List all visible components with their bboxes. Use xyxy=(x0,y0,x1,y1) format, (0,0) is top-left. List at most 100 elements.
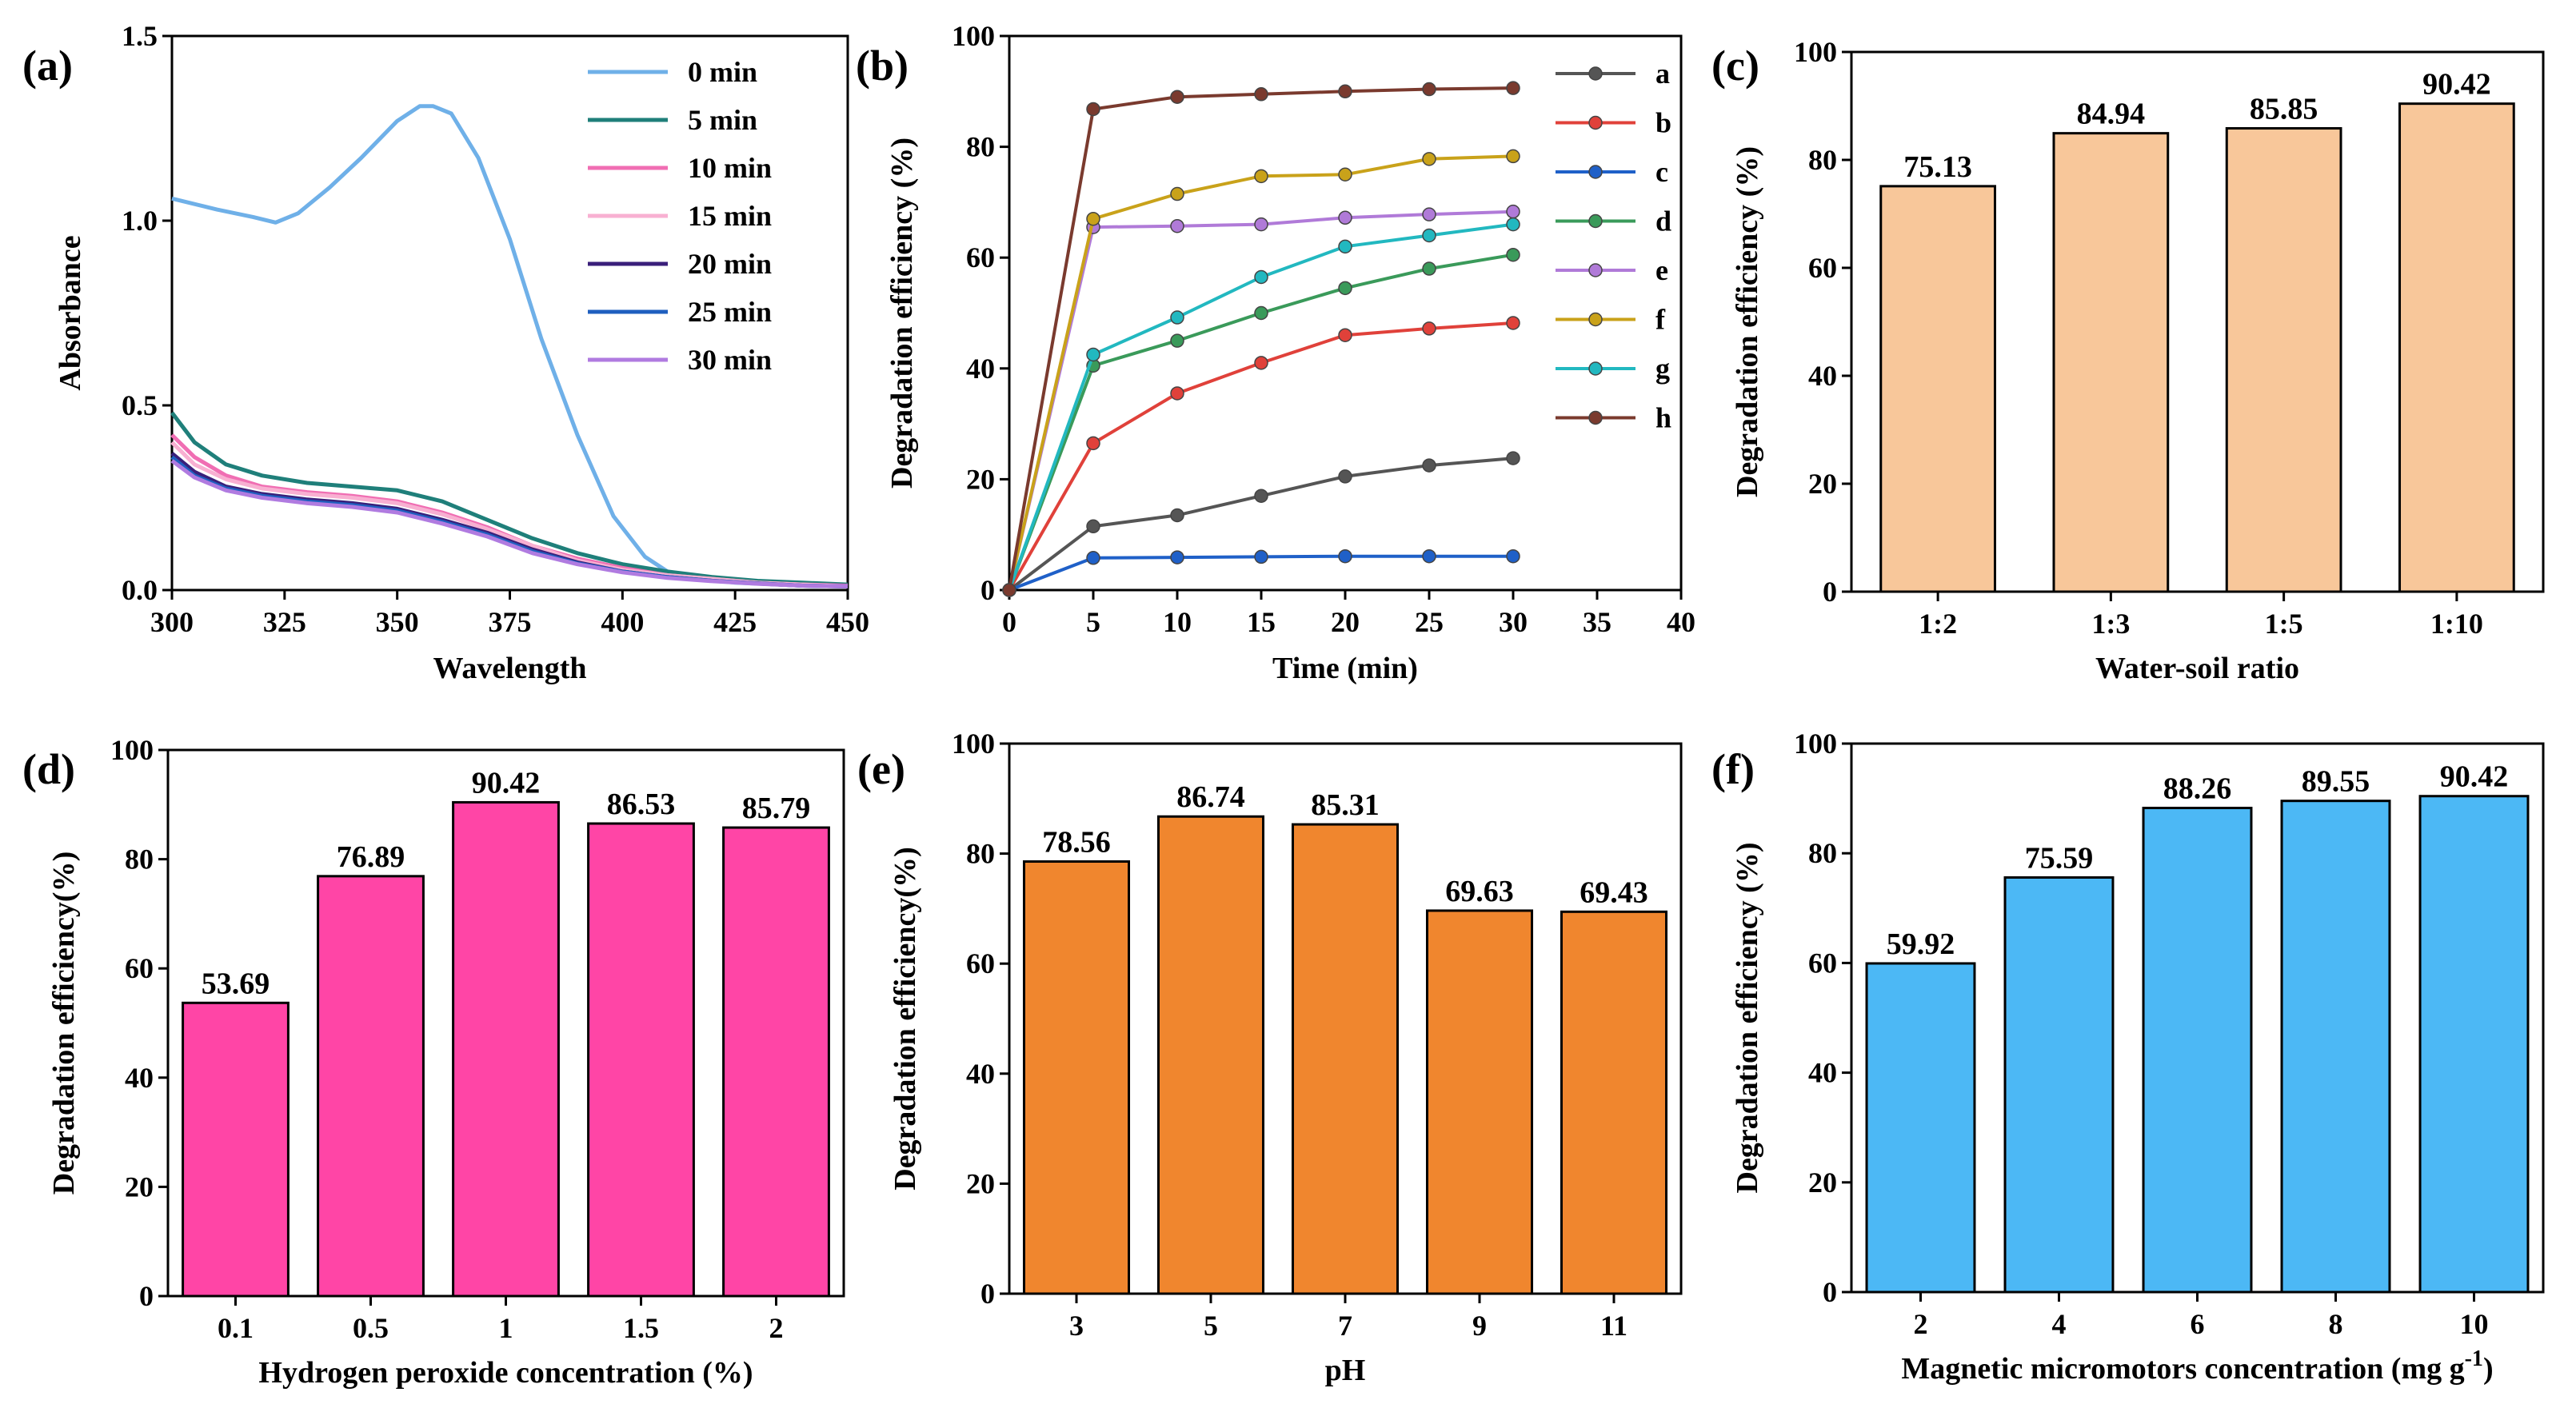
series-line-20-min xyxy=(170,452,849,588)
x-tick-label: 3 xyxy=(1069,1310,1084,1342)
data-point xyxy=(1422,261,1436,276)
data-point xyxy=(1086,436,1100,451)
data-point xyxy=(1254,169,1268,184)
y-tick-label: 100 xyxy=(952,728,995,760)
bar-1_10 xyxy=(2398,102,2515,593)
legend-label: 0 min xyxy=(688,56,757,88)
data-point xyxy=(1506,81,1520,95)
legend: 0 min 5 min 10 min 15 min 20 min 25 min 30 min xyxy=(588,56,772,376)
y-tick-label: 1.5 xyxy=(122,20,158,52)
data-point xyxy=(1338,281,1352,296)
bar-9 xyxy=(1425,909,1534,1295)
data-point xyxy=(1422,207,1436,221)
bar-1 xyxy=(452,800,560,1298)
data-point xyxy=(1338,167,1352,181)
data-point xyxy=(1506,217,1520,232)
x-tick-label: 425 xyxy=(713,606,757,638)
x-tick-label: 0 xyxy=(1002,606,1016,638)
data-point xyxy=(1086,211,1100,226)
legend-marker xyxy=(1588,66,1603,81)
x-tick-label: 5 xyxy=(1086,606,1100,638)
y-tick-label: 100 xyxy=(110,734,154,766)
data-point xyxy=(1338,210,1352,225)
data-point xyxy=(1422,458,1436,473)
x-tick-label: 6 xyxy=(2191,1308,2205,1340)
data-label: 89.55 xyxy=(2302,765,2370,799)
legend-marker xyxy=(1588,213,1603,229)
x-tick-label: 350 xyxy=(376,606,419,638)
data-point xyxy=(1506,451,1520,465)
data-point xyxy=(1170,310,1184,325)
x-axis-title: Magnetic micromotors concentration (mg g… xyxy=(1901,1346,2493,1386)
y-tick-label: 100 xyxy=(1794,36,1837,68)
data-label: 85.79 xyxy=(742,792,811,825)
y-tick-label: 40 xyxy=(966,353,995,385)
legend-label: 20 min xyxy=(688,248,772,280)
legend-marker xyxy=(1588,312,1603,327)
data-point xyxy=(1170,508,1184,523)
x-tick-label: 8 xyxy=(2329,1308,2343,1340)
data-point xyxy=(1338,328,1352,342)
data-point xyxy=(1170,386,1184,401)
data-label: 75.13 xyxy=(1903,150,1972,184)
panel-label: (a) xyxy=(22,42,73,90)
x-axis-title: Wavelength xyxy=(433,652,586,685)
data-label: 88.26 xyxy=(2163,772,2232,806)
y-axis-title: Degradation efficiency (%) xyxy=(1731,843,1764,1194)
bar-3 xyxy=(1022,860,1131,1295)
data-label: 69.43 xyxy=(1580,876,1648,909)
data-point xyxy=(1170,218,1184,233)
x-tick-label: 450 xyxy=(826,606,869,638)
data-label: 53.69 xyxy=(202,967,270,1000)
x-axis-title: Hydrogen peroxide concentration (%) xyxy=(258,1356,753,1390)
data-label: 59.92 xyxy=(1887,927,1955,961)
data-point xyxy=(1254,549,1268,564)
bar-10 xyxy=(2418,795,2530,1294)
chart-panel-b: 0 20 40 60 80 100 0 5 10 15 20 25 30 35 40 Time (min) De… xyxy=(856,20,1695,685)
panel-label: (d) xyxy=(22,745,75,793)
data-point xyxy=(1002,583,1016,597)
data-point xyxy=(1338,239,1352,254)
x-tick-label: 15 xyxy=(1247,606,1276,638)
y-tick-label: 60 xyxy=(125,952,154,984)
data-label: 90.42 xyxy=(472,766,541,800)
x-tick-label: 1 xyxy=(499,1312,513,1344)
x-tick-label: 5 xyxy=(1204,1310,1218,1342)
data-point xyxy=(1422,82,1436,97)
y-axis-title: Degradation efficiency(%) xyxy=(47,852,81,1195)
data-point xyxy=(1422,152,1436,166)
y-tick-label: 20 xyxy=(125,1171,154,1203)
bar-2 xyxy=(722,826,830,1298)
y-tick-label: 0 xyxy=(980,1278,995,1310)
data-point xyxy=(1254,489,1268,503)
bar-4 xyxy=(2003,876,2115,1294)
data-point xyxy=(1506,316,1520,330)
y-tick-label: 80 xyxy=(1808,144,1837,176)
x-tick-label: 10 xyxy=(1163,606,1192,638)
chart-panel-d: 0 20 40 60 80 100 53.69 0.1 76.89 0.5 90.42 1 86.53 1… xyxy=(22,734,845,1390)
y-tick-label: 60 xyxy=(966,241,995,273)
legend-marker xyxy=(1588,263,1603,277)
legend-label: f xyxy=(1655,304,1666,336)
legend-label: 5 min xyxy=(688,104,757,136)
x-tick-label: 40 xyxy=(1667,606,1695,638)
y-tick-label: 20 xyxy=(1808,1167,1837,1199)
data-point xyxy=(1086,519,1100,534)
legend-label: 25 min xyxy=(688,296,772,328)
data-label: 84.94 xyxy=(2077,98,2146,131)
y-tick-label: 80 xyxy=(125,844,154,876)
y-tick-label: 80 xyxy=(966,838,995,870)
data-label: 85.31 xyxy=(1311,788,1380,822)
data-label: 86.74 xyxy=(1176,780,1245,814)
legend-label: 10 min xyxy=(688,152,772,184)
y-tick-label: 40 xyxy=(1808,360,1837,392)
panel-label: (e) xyxy=(857,745,905,793)
plot-frame xyxy=(1850,50,2545,593)
legend-label: c xyxy=(1655,156,1668,188)
y-tick-label: 40 xyxy=(125,1062,154,1094)
legend-label: 30 min xyxy=(688,344,772,376)
data-point xyxy=(1254,217,1268,232)
x-tick-label: 1:2 xyxy=(1919,608,1957,640)
data-point xyxy=(1170,90,1184,104)
